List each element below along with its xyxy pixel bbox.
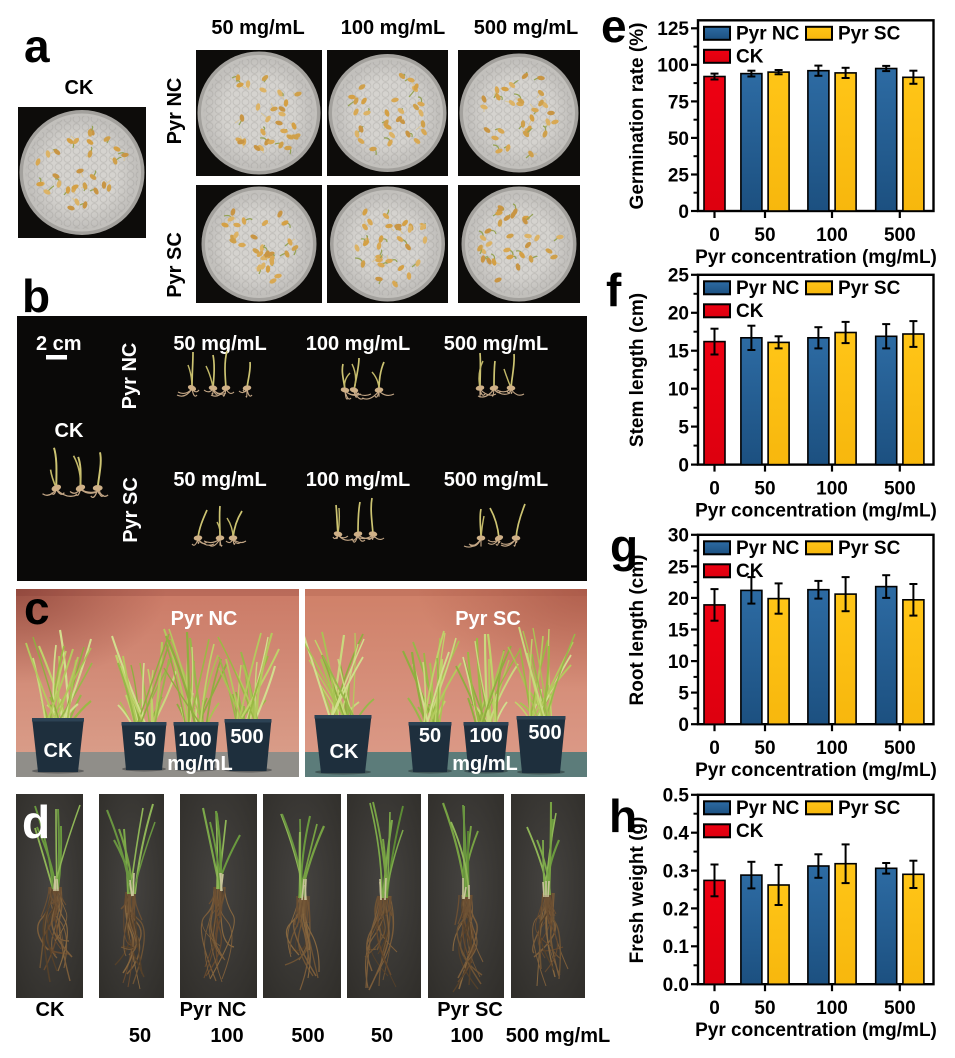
svg-text:100: 100	[469, 725, 502, 747]
svg-text:0: 0	[709, 225, 720, 246]
svg-text:CK: CK	[736, 821, 764, 842]
svg-text:10: 10	[668, 380, 689, 401]
svg-text:0.5: 0.5	[663, 786, 690, 807]
svg-text:0: 0	[678, 202, 689, 223]
svg-text:Pyr concentration (mg/mL): Pyr concentration (mg/mL)	[695, 247, 937, 268]
svg-text:30: 30	[668, 526, 689, 547]
svg-text:0.0: 0.0	[663, 975, 689, 996]
svg-text:CK: CK	[330, 741, 359, 763]
svg-text:125: 125	[657, 19, 689, 40]
svg-text:25: 25	[668, 165, 690, 186]
svg-text:25: 25	[668, 266, 690, 287]
svg-text:0: 0	[678, 715, 689, 736]
svg-text:Pyr SC: Pyr SC	[120, 477, 142, 543]
svg-text:Pyr NC: Pyr NC	[736, 278, 800, 299]
svg-text:50: 50	[419, 725, 441, 747]
svg-text:100 mg/mL: 100 mg/mL	[306, 333, 410, 355]
svg-text:100: 100	[816, 225, 848, 246]
svg-text:2 cm: 2 cm	[36, 333, 82, 355]
svg-text:Pyr SC: Pyr SC	[838, 24, 901, 45]
svg-text:Pyr concentration (mg/mL): Pyr concentration (mg/mL)	[695, 760, 937, 781]
svg-text:100: 100	[816, 738, 848, 759]
svg-text:Pyr SC: Pyr SC	[455, 608, 521, 630]
svg-text:20: 20	[668, 304, 689, 325]
svg-text:50 mg/mL: 50 mg/mL	[173, 333, 266, 355]
svg-text:Pyr NC: Pyr NC	[171, 608, 238, 630]
svg-text:20: 20	[668, 589, 689, 610]
svg-text:100: 100	[816, 998, 848, 1019]
svg-text:500: 500	[528, 722, 561, 744]
svg-text:mg/mL: mg/mL	[167, 753, 233, 775]
svg-text:CK: CK	[736, 561, 764, 582]
svg-text:Pyr SC: Pyr SC	[838, 538, 901, 559]
svg-text:Pyr SC: Pyr SC	[838, 798, 901, 819]
svg-text:50: 50	[134, 729, 156, 751]
svg-text:Pyr concentration (mg/mL): Pyr concentration (mg/mL)	[695, 501, 937, 522]
svg-text:Pyr concentration (mg/mL): Pyr concentration (mg/mL)	[695, 1020, 937, 1041]
svg-text:500 mg/mL: 500 mg/mL	[444, 469, 548, 491]
svg-text:Fresh weight (g): Fresh weight (g)	[627, 817, 648, 964]
svg-text:0: 0	[709, 479, 720, 500]
svg-text:0: 0	[709, 998, 720, 1019]
svg-text:0.2: 0.2	[663, 899, 689, 920]
svg-text:5: 5	[678, 684, 689, 705]
svg-text:10: 10	[668, 652, 689, 673]
svg-text:5: 5	[678, 418, 689, 439]
svg-text:CK: CK	[55, 420, 84, 442]
svg-text:50: 50	[754, 738, 775, 759]
svg-text:100 mg/mL: 100 mg/mL	[306, 469, 410, 491]
svg-text:100: 100	[178, 729, 211, 751]
svg-text:Root length (cm): Root length (cm)	[627, 555, 648, 706]
svg-text:Stem length (cm): Stem length (cm)	[627, 293, 648, 447]
svg-text:500: 500	[884, 479, 916, 500]
svg-text:Germination rate (%): Germination rate (%)	[627, 23, 648, 210]
svg-text:CK: CK	[736, 301, 764, 322]
svg-text:mg/mL: mg/mL	[452, 753, 518, 775]
svg-text:0: 0	[678, 456, 689, 477]
svg-text:50: 50	[754, 225, 775, 246]
svg-text:25: 25	[668, 557, 690, 578]
svg-text:100: 100	[657, 56, 689, 77]
svg-text:500 mg/mL: 500 mg/mL	[444, 333, 548, 355]
svg-text:500: 500	[230, 726, 263, 748]
svg-text:100: 100	[816, 479, 848, 500]
svg-text:Pyr NC: Pyr NC	[736, 538, 800, 559]
svg-text:0.4: 0.4	[663, 824, 690, 845]
svg-text:75: 75	[668, 92, 690, 113]
svg-text:CK: CK	[44, 740, 73, 762]
svg-text:0: 0	[709, 738, 720, 759]
svg-text:15: 15	[668, 620, 690, 641]
svg-text:Pyr NC: Pyr NC	[736, 24, 800, 45]
svg-text:Pyr NC: Pyr NC	[736, 798, 800, 819]
svg-text:Pyr NC: Pyr NC	[119, 343, 141, 410]
svg-text:50: 50	[668, 129, 689, 150]
svg-text:50 mg/mL: 50 mg/mL	[173, 469, 266, 491]
svg-text:500: 500	[884, 738, 916, 759]
svg-text:50: 50	[754, 998, 775, 1019]
svg-text:Pyr SC: Pyr SC	[838, 278, 901, 299]
svg-text:500: 500	[884, 998, 916, 1019]
svg-text:0.1: 0.1	[663, 937, 690, 958]
svg-text:0.3: 0.3	[663, 862, 689, 883]
svg-text:15: 15	[668, 342, 690, 363]
svg-text:50: 50	[754, 479, 775, 500]
svg-text:500: 500	[884, 225, 916, 246]
svg-text:CK: CK	[736, 47, 764, 68]
